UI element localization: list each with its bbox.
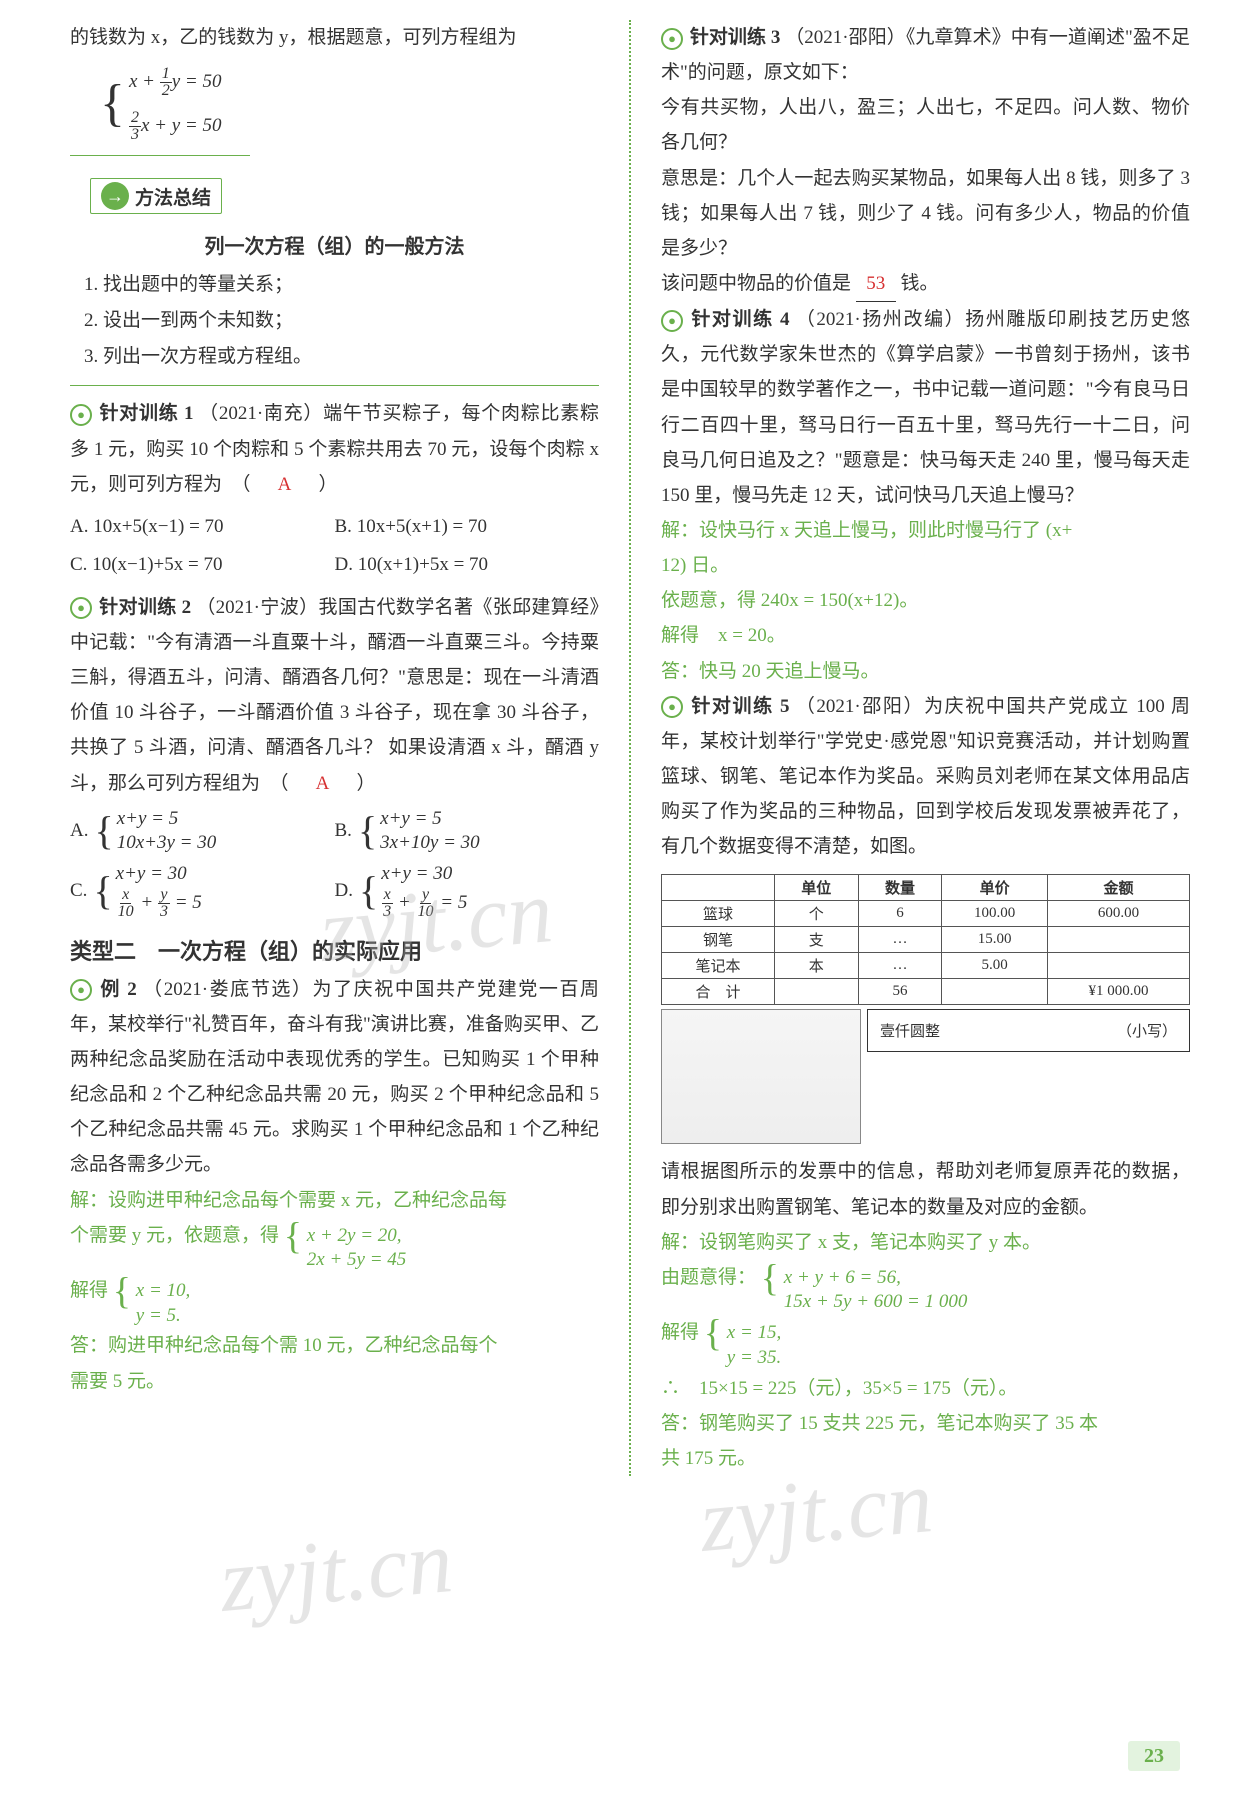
train4-label: 针对训练 4 [691, 309, 789, 330]
train3-answer: 53 [861, 266, 891, 301]
bullet-icon: ● [661, 696, 683, 718]
separator [70, 155, 250, 156]
type2-heading: 类型二 一次方程（组）的实际应用 [70, 934, 599, 966]
bullet-icon: ● [661, 28, 683, 50]
right-column: ● 针对训练 3 （2021·邵阳）《九章算术》中有一道阐述"盈不足术"的问题，… [661, 20, 1190, 1476]
method-title: 列一次方程（组）的一般方法 [70, 230, 599, 259]
method-item-3: 3. 列出一次方程或方程组。 [84, 339, 599, 375]
train5-ask: 请根据图所示的发票中的信息，帮助刘老师复原弄花的数据，即分别求出购置钢笔、笔记本… [661, 1154, 1190, 1224]
intro-equation: { x + 12y = 50 23x + y = 50 [100, 63, 599, 145]
train3: ● 针对训练 3 （2021·邵阳）《九章算术》中有一道阐述"盈不足术"的问题，… [661, 20, 1190, 90]
method-item-1: 1. 找出题中的等量关系； [84, 267, 599, 303]
method-item-2: 2. 设出一到两个未知数； [84, 303, 599, 339]
table-row: 篮球个 6100.00 600.00 [662, 901, 1190, 927]
train5-source: （2021·邵阳） [796, 696, 924, 717]
example2-source: （2021·娄底节选） [143, 979, 312, 1000]
train2-options: A.{ x+y = 510x+3y = 30 B.{ x+y = 53x+10y… [70, 807, 599, 920]
train4-source: （2021·扬州改编） [796, 309, 965, 330]
train4: ● 针对训练 4 （2021·扬州改编）扬州雕版印刷技艺历史悠久，元代数学家朱世… [661, 302, 1190, 513]
example2-label: 例 2 [100, 979, 136, 1000]
train3-label: 针对训练 3 [690, 27, 781, 48]
train5-solution: 解：设钢笔购买了 x 支，笔记本购买了 y 本。 由题意得： { x + y +… [661, 1225, 1190, 1476]
bullet-icon: ● [70, 597, 92, 619]
table-row: 笔记本本 …5.00 [662, 953, 1190, 979]
train1-options: A. 10x+5(x−1) = 70 B. 10x+5(x+1) = 70 C.… [70, 508, 599, 584]
method-summary-box: → 方法总结 [90, 178, 222, 214]
table-row: 合 计 56 ¥1 000.00 [662, 979, 1190, 1005]
example2-body: ● 例 2 （2021·娄底节选）为了庆祝中国共产党建党一百周年，某校举行"礼赞… [70, 972, 599, 1183]
train1-source: （2021·南充） [199, 403, 323, 424]
train3-meaning: 意思是：几个人一起去购买某物品，如果每人出 8 钱，则多了 3 钱；如果每人出 … [661, 161, 1190, 266]
train1-label: 针对训练 1 [100, 403, 194, 424]
train2-source: （2021·宁波） [196, 597, 318, 618]
train2-answer: A [308, 766, 338, 801]
train5: ● 针对训练 5 （2021·邵阳）为庆祝中国共产党成立 100 周年，某校计划… [661, 689, 1190, 865]
table-row: 钢笔支 …15.00 [662, 927, 1190, 953]
train3-original: 今有共买物，人出八，盈三；人出七，不足四。问人数、物价各几何？ [661, 90, 1190, 160]
train1-answer: A [270, 467, 300, 502]
arrow-icon: → [101, 182, 129, 210]
page-number: 23 [1128, 1741, 1180, 1771]
bullet-icon: ● [70, 404, 92, 426]
train1-body: ● 针对训练 1 （2021·南充）端午节买粽子，每个肉粽比素粽多 1 元，购买… [70, 396, 599, 501]
train3-ask: 该问题中物品的价值是 53 钱。 [661, 266, 1190, 302]
train3-source: （2021·邵阳） [785, 27, 906, 48]
train2-label: 针对训练 2 [99, 597, 191, 618]
train5-label: 针对训练 5 [691, 696, 789, 717]
left-column: 的钱数为 x，乙的钱数为 y，根据题意，可列方程组为 { x + 12y = 5… [70, 20, 599, 1476]
bullet-icon: ● [661, 310, 683, 332]
column-divider [629, 20, 631, 1476]
method-label: 方法总结 [135, 183, 211, 210]
intro-text: 的钱数为 x，乙的钱数为 y，根据题意，可列方程组为 [70, 20, 599, 55]
receipt-stub [661, 1009, 861, 1144]
example2-solution: 解：设购进甲种纪念品每个需要 x 元，乙种纪念品每 个需要 y 元，依题意，得 … [70, 1183, 599, 1399]
separator [70, 385, 599, 386]
invoice-table: 单位 数量 单价 金额 篮球个 6100.00 600.00 钢笔支 …15.0… [661, 874, 1190, 1005]
bullet-icon: ● [70, 979, 92, 1001]
invoice-figure: 单位 数量 单价 金额 篮球个 6100.00 600.00 钢笔支 …15.0… [661, 874, 1190, 1144]
train2-body: ● 针对训练 2 （2021·宁波）我国古代数学名著《张邱建算经》中记载："今有… [70, 590, 599, 801]
watermark: zyjt.cn [216, 1510, 457, 1633]
train4-solution: 解：设快马行 x 天追上慢马，则此时慢马行了 (x+ 12) 日。 依题意，得 … [661, 513, 1190, 689]
speech-bubble: 壹仟圆整 （小写） [867, 1009, 1190, 1052]
